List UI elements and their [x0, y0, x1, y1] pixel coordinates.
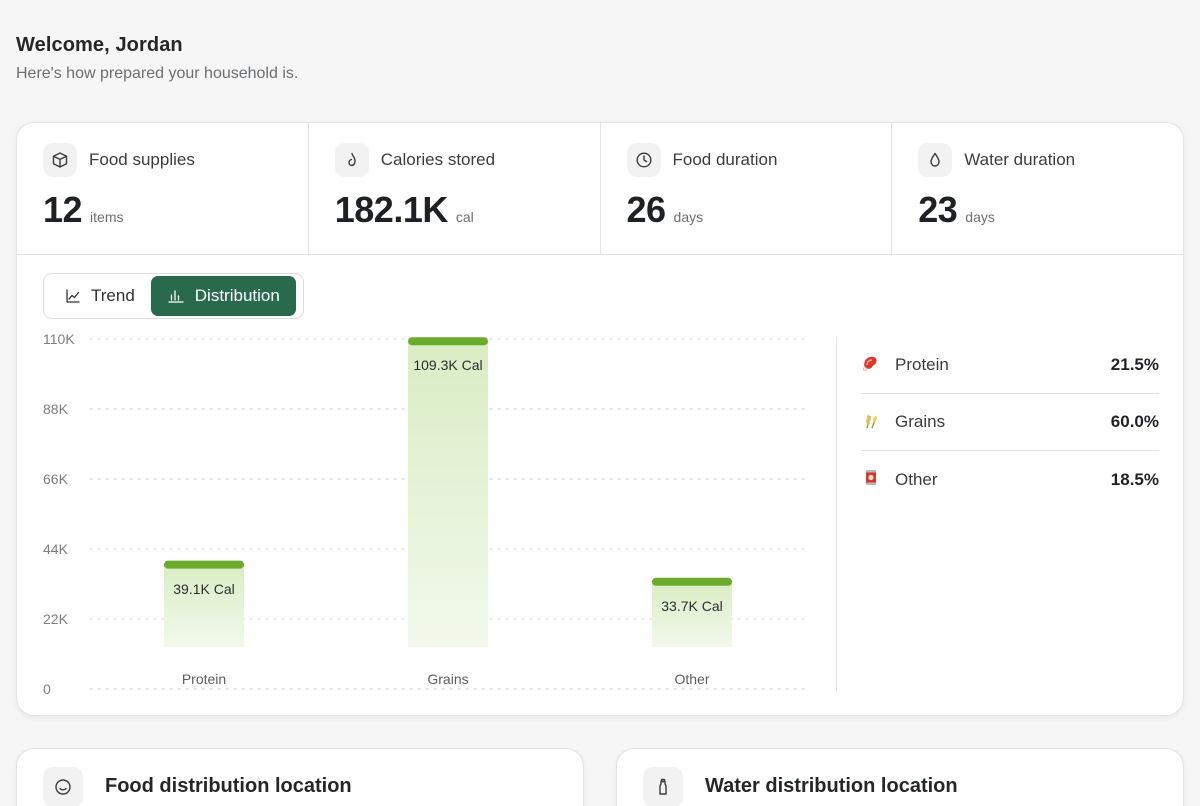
legend-label: Grains — [895, 412, 946, 431]
distribution-chart: 110K 88K 66K 44K 22K 0 39.1K Cal Protein 109.3K … — [17, 323, 837, 703]
view-toggle: Trend Distribution — [43, 273, 304, 319]
stat-food-duration: Food duration 26 days — [601, 123, 893, 254]
distribution-toggle-button[interactable]: Distribution — [150, 276, 296, 316]
y-tick-label: 110K — [43, 331, 75, 347]
y-tick-label: 0 — [43, 681, 51, 697]
bar-cap — [408, 337, 488, 346]
food-distribution-card[interactable]: Food distribution location — [16, 748, 584, 806]
stat-water-duration: Water duration 23 days — [892, 123, 1183, 254]
meat-icon — [861, 353, 881, 378]
legend-row-protein: Protein 21.5% — [861, 337, 1159, 394]
bar-data-label: 39.1K Cal — [173, 580, 235, 597]
y-tick-label: 88K — [43, 401, 68, 417]
stat-value: 12 — [43, 189, 83, 230]
x-tick-label: Grains — [427, 671, 469, 687]
legend-pct: 21.5% — [1110, 355, 1159, 374]
legend-label: Protein — [895, 355, 949, 374]
stat-value: 23 — [918, 189, 958, 230]
page-title: Welcome, Jordan — [16, 34, 183, 56]
greeting: Welcome, Jordan Here's how prepared your… — [16, 34, 298, 83]
can-icon — [861, 467, 881, 492]
clock-icon — [626, 143, 661, 177]
stat-value: 182.1K — [334, 189, 449, 230]
bottle-icon — [643, 767, 683, 806]
stat-label: Food duration — [672, 150, 778, 169]
distribution-label: Distribution — [194, 286, 280, 305]
stats-row: Food supplies 12 items Calories stored 1… — [17, 123, 1183, 255]
bar-cap — [652, 577, 732, 586]
y-tick-label: 22K — [43, 611, 68, 627]
stat-unit: days — [965, 209, 995, 225]
y-tick-label: 66K — [43, 471, 68, 487]
bar-chart-icon — [168, 290, 184, 303]
y-tick-label: 44K — [43, 541, 68, 557]
bar-grains[interactable] — [408, 341, 488, 647]
legend-row-other: Other 18.5% — [861, 451, 1159, 508]
chart-canvas — [89, 337, 807, 690]
legend-pct: 60.0% — [1110, 412, 1159, 431]
x-tick-label: Protein — [181, 671, 227, 687]
food-distribution-title: Food distribution location — [105, 775, 352, 797]
stat-unit: items — [90, 209, 124, 225]
bar-data-label: 109.3K Cal — [413, 357, 483, 374]
stat-label: Calories stored — [380, 150, 496, 169]
page-subtitle: Here's how prepared your household is. — [16, 65, 299, 82]
bar-cap — [164, 560, 244, 569]
bar-other[interactable] — [652, 581, 732, 647]
water-distribution-card[interactable]: Water distribution location — [616, 748, 1184, 806]
line-chart-icon — [66, 289, 80, 303]
bar-data-label: 33.7K Cal — [661, 597, 723, 614]
preparedness-card: Food supplies 12 items Calories stored 1… — [16, 122, 1184, 716]
water-distribution-title: Water distribution location — [705, 775, 958, 797]
legend-row-grains: Grains 60.0% — [861, 394, 1159, 451]
x-tick-label: Other — [674, 671, 710, 687]
stat-food-supplies: Food supplies 12 items — [17, 123, 309, 254]
legend-pct: 18.5% — [1110, 469, 1159, 489]
stat-label: Water duration — [964, 150, 1076, 169]
stat-unit: cal — [455, 209, 474, 225]
stat-value: 26 — [626, 189, 667, 230]
stat-calories-stored: Calories stored 182.1K cal — [309, 123, 601, 254]
box-icon — [43, 143, 77, 177]
bar-protein[interactable] — [164, 564, 244, 647]
droplet-icon — [918, 143, 953, 177]
smile-icon — [43, 767, 83, 806]
chart-divider — [836, 337, 837, 691]
legend-label: Other — [895, 469, 938, 489]
flame-icon — [334, 143, 369, 177]
trend-label: Trend — [91, 286, 135, 305]
distribution-legend: Protein 21.5% Grains 60.0% — [861, 337, 1159, 508]
trend-toggle-button[interactable]: Trend — [47, 276, 151, 316]
stat-label: Food supplies — [89, 150, 195, 169]
stat-unit: days — [673, 209, 704, 225]
wheat-icon — [861, 410, 881, 435]
